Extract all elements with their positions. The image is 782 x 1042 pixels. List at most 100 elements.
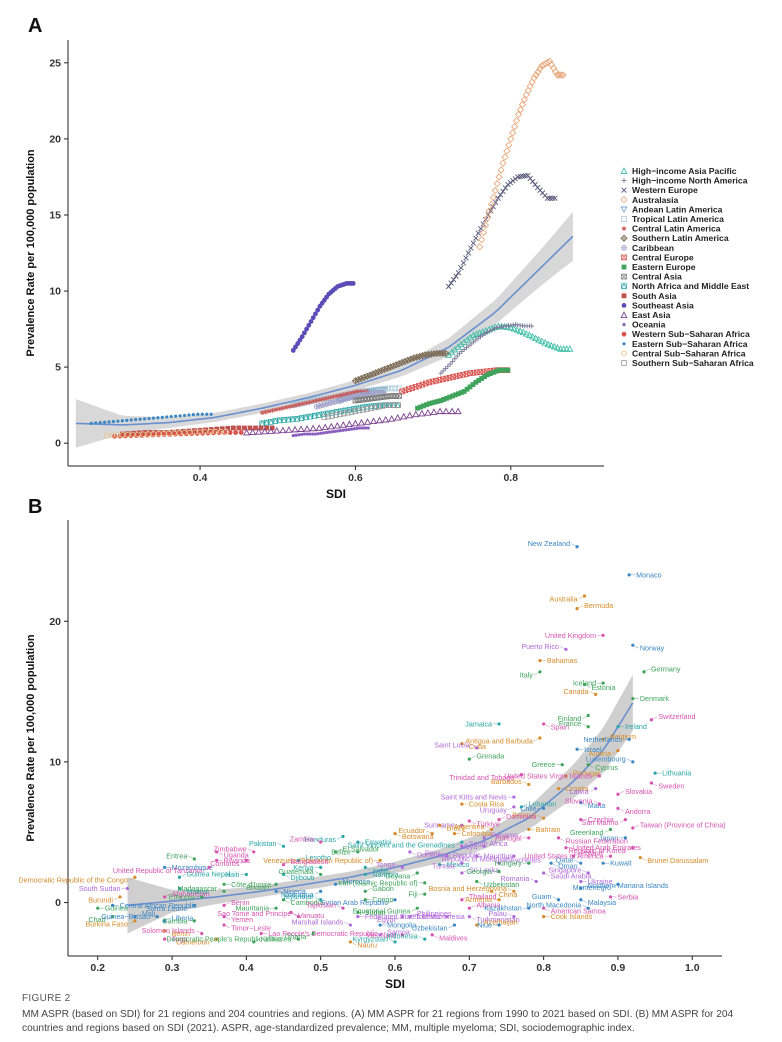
country-label: Lesotho xyxy=(305,853,331,862)
series-point xyxy=(363,418,372,425)
legend-marker xyxy=(621,283,627,289)
series-point xyxy=(291,433,295,438)
country-point xyxy=(133,919,137,923)
series-point xyxy=(273,426,281,434)
country-point xyxy=(616,792,620,796)
series-point-diamond xyxy=(534,68,542,76)
series-point xyxy=(345,395,352,402)
series-point xyxy=(327,395,333,400)
series-point-x xyxy=(399,388,405,395)
series-point xyxy=(418,404,423,410)
series-point xyxy=(249,428,257,435)
series-point-diamond xyxy=(514,110,523,119)
country-label: Timor−Leste xyxy=(231,924,271,933)
country-label: Azerbaijan xyxy=(484,918,518,927)
series-point xyxy=(116,419,120,423)
country-point xyxy=(519,772,523,777)
country-label: Nigeria xyxy=(283,887,306,896)
country-point xyxy=(564,647,568,651)
series-point xyxy=(89,421,93,425)
country-label: Viet Nam xyxy=(366,930,395,939)
series-point-box xyxy=(477,369,483,375)
series-point xyxy=(295,341,301,346)
country-label: Republic of Korea xyxy=(569,846,626,855)
series-point-diamond xyxy=(524,86,532,95)
country-point xyxy=(497,722,501,726)
series-point xyxy=(547,341,555,349)
series-point xyxy=(331,394,336,400)
series-point xyxy=(432,399,438,405)
series-point xyxy=(526,82,534,91)
country-label: Madagascar xyxy=(178,884,218,893)
country-label: Bangladesh xyxy=(291,857,329,866)
series-point-box xyxy=(467,370,473,376)
country-point xyxy=(274,889,278,893)
legend-label: North Africa and Middle East xyxy=(632,281,749,291)
country-point xyxy=(460,802,464,806)
legend-marker xyxy=(621,360,627,366)
country-point xyxy=(452,923,457,927)
country-label: Belgium xyxy=(610,732,636,741)
country-label: Uzbekistan xyxy=(412,924,448,933)
series-point xyxy=(497,192,504,198)
country-label: Philippines xyxy=(417,909,452,918)
series-point-cross xyxy=(340,397,346,403)
country-point xyxy=(341,834,345,839)
series-point xyxy=(419,381,426,388)
series-point xyxy=(356,407,363,414)
series-point xyxy=(156,416,160,420)
country-label: Djibouti xyxy=(291,873,315,882)
series-point xyxy=(269,425,275,431)
country-point xyxy=(475,854,479,858)
series-point-diamond xyxy=(497,166,505,174)
country-point xyxy=(653,771,657,775)
country-label: Belarus xyxy=(512,811,537,820)
country-point xyxy=(296,937,300,941)
series-point-cross xyxy=(417,354,422,359)
series-point xyxy=(313,432,318,436)
legend-marker xyxy=(621,187,627,193)
series-point xyxy=(497,166,505,174)
series-point-cross xyxy=(320,402,325,408)
country-point xyxy=(579,879,583,884)
series-point xyxy=(247,425,253,431)
country-point xyxy=(363,865,367,869)
country-label: Saint Vincent and the Grenadines xyxy=(348,841,456,850)
country-point xyxy=(542,722,546,726)
series-point-diamond xyxy=(481,221,490,229)
series-point-box xyxy=(480,368,487,375)
series-point xyxy=(458,265,464,271)
country-label: Indonesia xyxy=(387,932,418,941)
series-point xyxy=(400,412,408,420)
series-point-box xyxy=(385,385,392,392)
country-label: Slovakia xyxy=(625,787,652,796)
legend-label: Tropical Latin America xyxy=(632,214,724,224)
legend-label: Western Sub−Saharan Africa xyxy=(632,329,750,339)
series-point xyxy=(441,397,447,402)
country-label: Eswatini xyxy=(365,838,392,847)
country-label: Egypt xyxy=(377,915,395,924)
country-point xyxy=(460,871,464,875)
series-point xyxy=(230,425,236,431)
country-label: Saudi Arabia xyxy=(551,872,592,881)
series-point xyxy=(470,240,477,246)
country-label: Guinea−Bissau xyxy=(101,912,150,921)
country-point xyxy=(519,805,523,809)
series-point-diamond xyxy=(424,350,432,359)
country-label: Malta xyxy=(588,801,606,810)
country-point xyxy=(608,895,613,899)
country-point xyxy=(564,774,568,778)
series-point xyxy=(334,393,340,399)
series-point xyxy=(261,427,269,435)
series-point-cross xyxy=(443,351,449,356)
series-point-box xyxy=(337,411,343,418)
x-tick-label: 0.9 xyxy=(611,962,626,974)
country-label: Federated States of Micronesia xyxy=(365,912,465,921)
confidence-band xyxy=(127,674,633,934)
country-label: Andorra xyxy=(625,807,651,816)
country-label: Liberia xyxy=(172,913,194,922)
series-point xyxy=(192,428,197,434)
country-point xyxy=(177,875,182,879)
series-point xyxy=(447,394,453,400)
x-tick-label: 1.0 xyxy=(685,962,700,974)
